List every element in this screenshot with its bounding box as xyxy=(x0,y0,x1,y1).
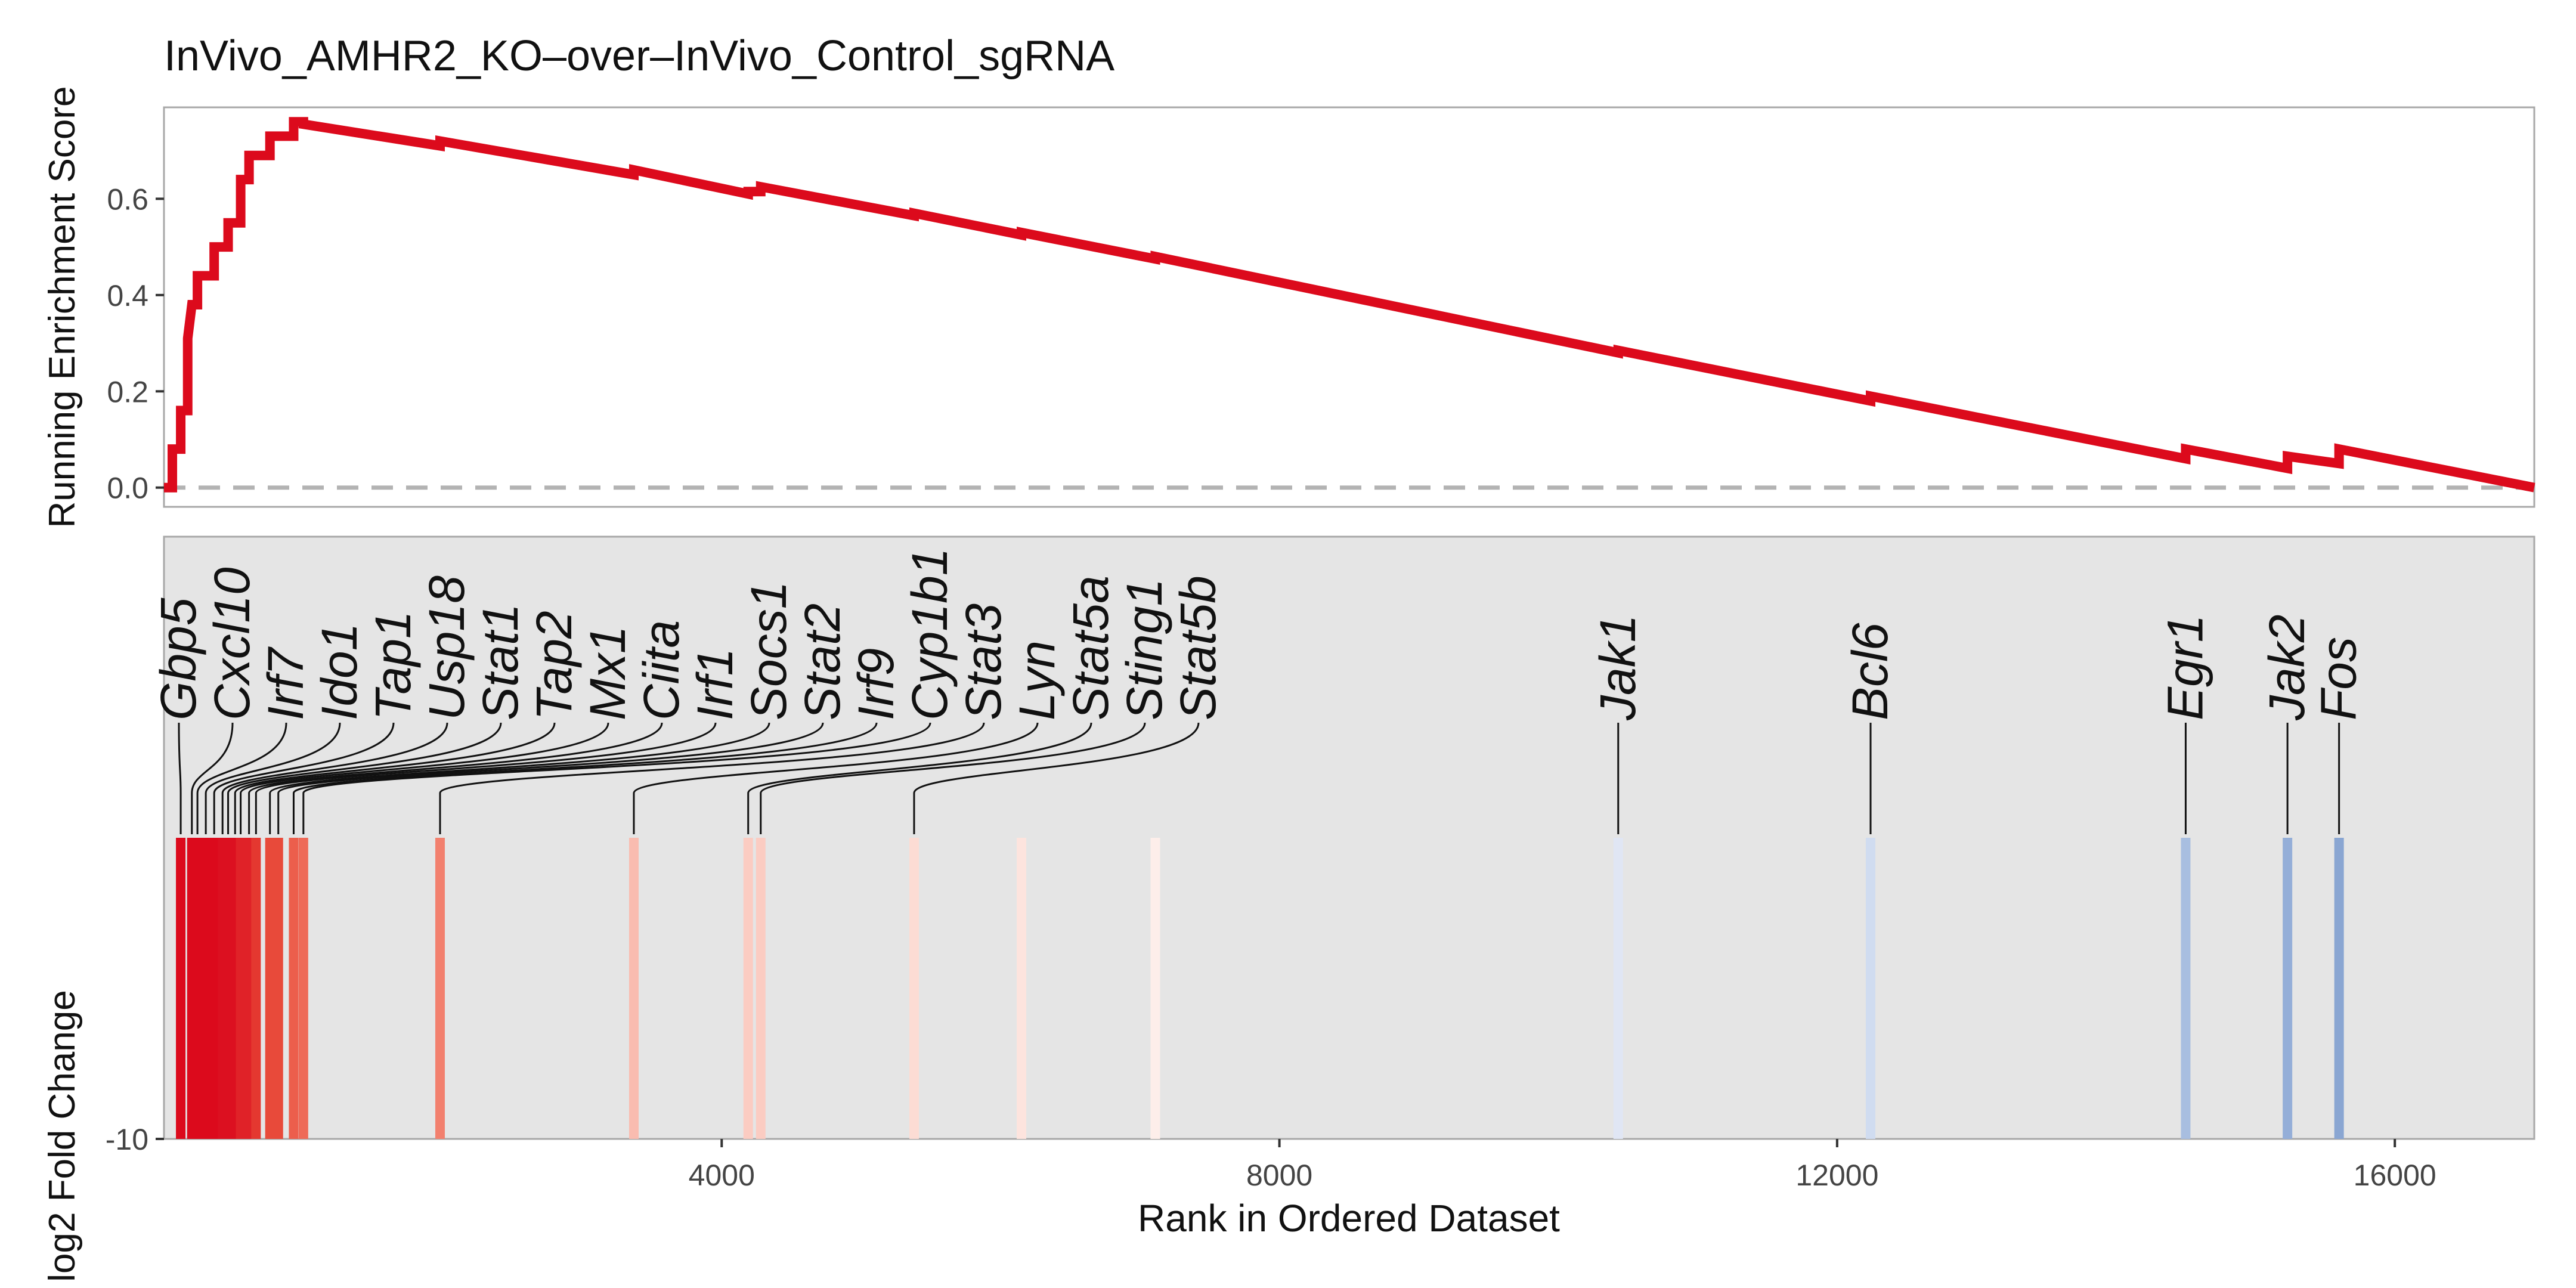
bottom-panel-background xyxy=(163,535,2535,1140)
x-tick-label: 4000 xyxy=(689,1159,755,1192)
gene-connector xyxy=(277,722,824,834)
gene-bar xyxy=(756,838,766,1139)
gene-label: Lyn xyxy=(1009,640,1065,720)
gene-connector xyxy=(240,722,609,834)
top-y-tick-label: 0.4 xyxy=(107,279,148,312)
gene-label: Stat2 xyxy=(794,603,850,720)
gene-label: Tap1 xyxy=(365,611,421,720)
gene-connector xyxy=(913,722,1200,834)
gene-connector xyxy=(221,722,448,834)
gene-connector xyxy=(178,722,182,834)
gene-label: Stat3 xyxy=(955,603,1011,720)
gene-label: Socs1 xyxy=(741,581,797,720)
gene-label: Gbp5 xyxy=(150,597,206,720)
gene-bar xyxy=(289,838,299,1139)
top-y-axis-label: Running Enrichment Score xyxy=(42,86,83,528)
gene-label: Irf7 xyxy=(258,646,314,720)
bottom-y-axis-label: log2 Fold Change xyxy=(42,990,83,1281)
gene-bar xyxy=(2334,838,2344,1139)
gene-label: Mx1 xyxy=(580,626,636,720)
gene-bar xyxy=(2283,838,2293,1139)
gene-bar xyxy=(176,838,186,1139)
x-tick-label: 8000 xyxy=(1246,1159,1312,1192)
bottom-y-tick-label: -10 xyxy=(106,1123,148,1156)
top-y-tick-label: 0.6 xyxy=(107,182,148,216)
gene-label: Sting1 xyxy=(1116,578,1172,720)
top-y-tick-label: 0.2 xyxy=(107,375,148,408)
gene-connector xyxy=(255,722,717,834)
gene-label: Ido1 xyxy=(311,623,367,721)
gene-bar xyxy=(1613,838,1623,1139)
gene-bar xyxy=(628,838,639,1139)
gene-connector xyxy=(760,722,1146,834)
gene-connector xyxy=(633,722,1039,834)
gene-connector xyxy=(302,722,931,834)
gene-label: Jak1 xyxy=(1590,615,1646,721)
gene-labels: Gbp5Cxcl10Irf7Ido1Tap1Usp18Stat1Tap2Mx1C… xyxy=(150,547,2367,721)
gene-label: Tap2 xyxy=(526,611,582,720)
top-y-tick-label: 0.0 xyxy=(107,472,148,505)
gene-label: Egr1 xyxy=(2157,615,2213,720)
gene-bar xyxy=(743,838,753,1139)
gene-label: Bcl6 xyxy=(1842,623,1898,720)
gene-bar xyxy=(1866,838,1875,1139)
x-tick-label: 16000 xyxy=(2354,1159,2436,1192)
gene-label: Usp18 xyxy=(419,575,475,720)
gene-label: Cxcl10 xyxy=(204,567,260,720)
gene-label: Ciita xyxy=(633,620,689,720)
gene-connector xyxy=(269,722,770,834)
gene-bar xyxy=(298,838,308,1139)
gene-bar xyxy=(909,838,919,1139)
gene-connector xyxy=(292,722,878,834)
gene-bar xyxy=(2181,838,2191,1139)
gene-label: Jak2 xyxy=(2259,615,2315,721)
x-axis-label: Rank in Ordered Dataset xyxy=(1138,1197,1560,1240)
gene-label: Irf9 xyxy=(848,648,904,720)
gene-connector xyxy=(227,722,502,834)
gene-bar xyxy=(265,838,275,1139)
bottom-y-axis: -10 xyxy=(106,1123,164,1156)
gene-connector xyxy=(439,722,985,834)
running-enrichment-line xyxy=(164,117,2535,493)
x-axis: 4000 8000 12000 16000 xyxy=(689,1139,2436,1192)
gene-bar xyxy=(236,838,246,1139)
gene-label-connectors xyxy=(178,722,2340,834)
gene-connector xyxy=(196,722,287,834)
gene-label: Cyp1b1 xyxy=(902,547,958,720)
gene-bar xyxy=(435,838,445,1139)
top-panel-frame xyxy=(163,106,2535,508)
gene-bar xyxy=(209,838,219,1139)
gene-connector xyxy=(248,722,663,834)
gene-connector xyxy=(747,722,1092,834)
gene-bar xyxy=(1017,838,1027,1139)
x-tick-label: 12000 xyxy=(1795,1159,1878,1192)
gene-connector xyxy=(205,722,341,834)
top-y-axis: 0.0 0.2 0.4 0.6 xyxy=(107,182,164,505)
gene-bar xyxy=(1150,838,1160,1139)
gene-label: Stat5a xyxy=(1063,575,1119,720)
gene-label: Irf1 xyxy=(687,648,743,720)
gene-bar xyxy=(273,838,283,1139)
gene-label: Stat5b xyxy=(1170,575,1226,720)
gene-rank-bars xyxy=(176,838,2344,1139)
gene-connector xyxy=(191,722,234,834)
gene-bar xyxy=(193,838,203,1139)
gene-connector xyxy=(234,722,556,834)
chart-title: InVivo_AMHR2_KO–over–InVivo_Control_sgRN… xyxy=(164,32,1114,80)
gene-label: Stat1 xyxy=(472,603,528,720)
gene-bar xyxy=(201,838,211,1139)
gene-label: Fos xyxy=(2311,637,2367,720)
gene-connector xyxy=(213,722,395,834)
gene-bar xyxy=(251,838,261,1139)
